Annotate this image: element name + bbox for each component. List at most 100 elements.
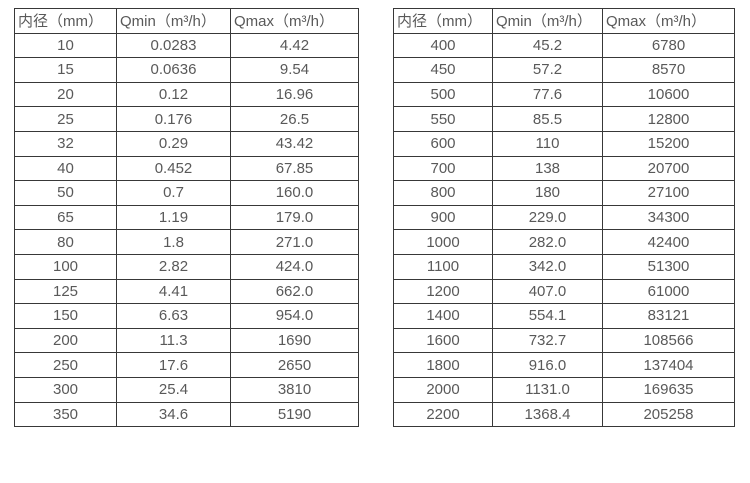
table-row: 400 45.2 6780 xyxy=(393,32,735,59)
column-header: Qmin（m³/h） xyxy=(116,8,231,34)
table-row: 80 1.8 271.0 xyxy=(14,229,359,255)
table-cell: 179.0 xyxy=(230,204,359,231)
table-cell: 8570 xyxy=(602,57,735,83)
table-cell: 1000 xyxy=(393,229,493,255)
table-cell: 43.42 xyxy=(230,130,359,157)
table-cell: 4.41 xyxy=(116,278,231,305)
table-row: 1000 282.0 42400 xyxy=(393,229,735,255)
table-cell: 954.0 xyxy=(230,303,359,329)
header-row: 内径（mm） Qmin（m³/h） Qmax（m³/h） xyxy=(14,8,359,34)
table-cell: 916.0 xyxy=(492,352,603,378)
table-cell: 282.0 xyxy=(492,229,603,255)
table-cell: 34.6 xyxy=(116,401,231,428)
table-cell: 1.8 xyxy=(116,229,231,255)
table-cell: 200 xyxy=(14,327,117,354)
table-cell: 6.63 xyxy=(116,303,231,329)
table-cell: 1690 xyxy=(230,327,359,354)
table-row: 1800 916.0 137404 xyxy=(393,352,735,378)
table-cell: 15200 xyxy=(602,130,735,157)
table-cell: 700 xyxy=(393,155,493,182)
table-cell: 150 xyxy=(14,303,117,329)
table-cell: 1368.4 xyxy=(492,401,603,428)
table-row: 65 1.19 179.0 xyxy=(14,204,359,231)
column-header: Qmin（m³/h） xyxy=(492,8,603,34)
table-cell: 205258 xyxy=(602,401,735,428)
table-cell: 15 xyxy=(14,57,117,83)
table-cell: 500 xyxy=(393,81,493,108)
table-cell: 0.176 xyxy=(116,106,231,132)
table-cell: 271.0 xyxy=(230,229,359,255)
table-cell: 125 xyxy=(14,278,117,305)
table-cell: 12800 xyxy=(602,106,735,132)
table-row: 25 0.176 26.5 xyxy=(14,106,359,132)
table-cell: 137404 xyxy=(602,352,735,378)
table-cell: 1131.0 xyxy=(492,376,603,403)
table-row: 350 34.6 5190 xyxy=(14,401,359,428)
table-cell: 0.12 xyxy=(116,81,231,108)
table-cell: 50 xyxy=(14,180,117,206)
table-row: 700 138 20700 xyxy=(393,155,735,182)
table-row: 900 229.0 34300 xyxy=(393,204,735,231)
table-cell: 34300 xyxy=(602,204,735,231)
table-cell: 16.96 xyxy=(230,81,359,108)
table-cell: 2.82 xyxy=(116,253,231,280)
table-cell: 169635 xyxy=(602,376,735,403)
table-cell: 424.0 xyxy=(230,253,359,280)
table-cell: 108566 xyxy=(602,327,735,354)
table-row: 1600 732.7 108566 xyxy=(393,327,735,354)
table-cell: 20700 xyxy=(602,155,735,182)
table-cell: 0.29 xyxy=(116,130,231,157)
table-cell: 1800 xyxy=(393,352,493,378)
table-row: 10 0.0283 4.42 xyxy=(14,32,359,59)
table-cell: 2000 xyxy=(393,376,493,403)
table-cell: 6780 xyxy=(602,32,735,59)
table-cell: 10 xyxy=(14,32,117,59)
table-cell: 732.7 xyxy=(492,327,603,354)
table-cell: 450 xyxy=(393,57,493,83)
table-cell: 3810 xyxy=(230,376,359,403)
table-cell: 0.0283 xyxy=(116,32,231,59)
table-cell: 65 xyxy=(14,204,117,231)
table-cell: 61000 xyxy=(602,278,735,305)
table-row: 500 77.6 10600 xyxy=(393,81,735,108)
table-cell: 26.5 xyxy=(230,106,359,132)
table-row: 1100 342.0 51300 xyxy=(393,253,735,280)
table-row: 2000 1131.0 169635 xyxy=(393,376,735,403)
table-cell: 17.6 xyxy=(116,352,231,378)
table-cell: 229.0 xyxy=(492,204,603,231)
table-cell: 0.452 xyxy=(116,155,231,182)
table-cell: 10600 xyxy=(602,81,735,108)
table-row: 550 85.5 12800 xyxy=(393,106,735,132)
column-header: Qmax（m³/h） xyxy=(602,8,735,34)
table-cell: 2200 xyxy=(393,401,493,428)
table-cell: 9.54 xyxy=(230,57,359,83)
flow-range-table-small-diameters: 内径（mm） Qmin（m³/h） Qmax（m³/h） 10 0.0283 4.42 15… xyxy=(14,8,359,428)
table-cell: 1200 xyxy=(393,278,493,305)
table-cell: 350 xyxy=(14,401,117,428)
table-cell: 5190 xyxy=(230,401,359,428)
table-cell: 32 xyxy=(14,130,117,157)
table-cell: 600 xyxy=(393,130,493,157)
column-header: 内径（mm） xyxy=(393,8,493,34)
table-cell: 300 xyxy=(14,376,117,403)
table-cell: 67.85 xyxy=(230,155,359,182)
table-cell: 85.5 xyxy=(492,106,603,132)
table-row: 100 2.82 424.0 xyxy=(14,253,359,280)
table-cell: 20 xyxy=(14,81,117,108)
table-cell: 27100 xyxy=(602,180,735,206)
table-row: 1400 554.1 83121 xyxy=(393,303,735,329)
table-cell: 550 xyxy=(393,106,493,132)
table-row: 50 0.7 160.0 xyxy=(14,180,359,206)
table-cell: 77.6 xyxy=(492,81,603,108)
table-cell: 0.7 xyxy=(116,180,231,206)
table-row: 2200 1368.4 205258 xyxy=(393,401,735,428)
table-cell: 400 xyxy=(393,32,493,59)
table-cell: 1600 xyxy=(393,327,493,354)
table-cell: 160.0 xyxy=(230,180,359,206)
table-cell: 110 xyxy=(492,130,603,157)
table-cell: 25 xyxy=(14,106,117,132)
table-cell: 1400 xyxy=(393,303,493,329)
table-cell: 138 xyxy=(492,155,603,182)
column-header: 内径（mm） xyxy=(14,8,117,34)
